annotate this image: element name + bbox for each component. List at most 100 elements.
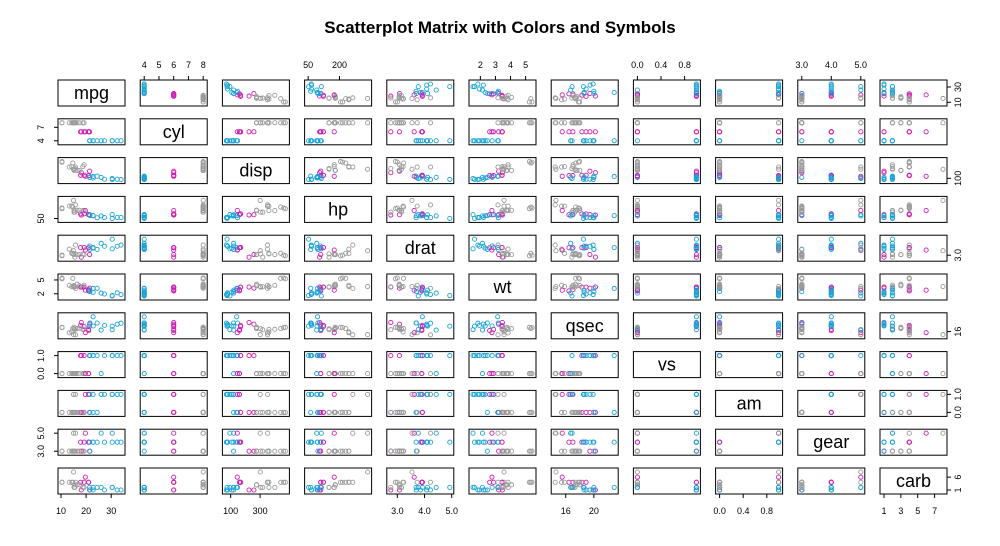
point-vs-wt-27 <box>470 353 476 359</box>
point-carb-wt-3 <box>496 487 502 493</box>
point-vs-carb-10 <box>906 353 912 359</box>
point-gear-wt-31 <box>489 439 495 445</box>
point-mpg-vs-27 <box>693 84 699 90</box>
point-drat-wt-30 <box>501 248 507 254</box>
point-carb-wt-30 <box>501 469 507 475</box>
point-vs-carb-29 <box>923 371 929 377</box>
point-am-gear-31 <box>828 391 834 397</box>
point-qsec-wt-11 <box>509 326 515 332</box>
point-disp-wt-23 <box>505 164 511 170</box>
point-qsec-mpg-12 <box>76 325 82 331</box>
point-hp-qsec-8 <box>611 213 617 219</box>
point-vs-disp-1 <box>236 371 243 377</box>
point-gear-carb-10 <box>906 439 912 445</box>
panel-wt-drat <box>386 273 455 301</box>
point-gear-qsec-19 <box>590 439 596 445</box>
point-cyl-hp-18 <box>306 138 312 144</box>
point-vs-carb-30 <box>940 371 946 377</box>
point-vs-wt-16 <box>528 371 534 377</box>
point-gear-cyl-27 <box>141 430 147 436</box>
point-disp-wt-27 <box>470 175 476 182</box>
point-hp-disp-15 <box>281 205 287 211</box>
point-mpg-hp-29 <box>331 92 337 98</box>
point-cyl-am-10 <box>717 129 723 135</box>
panel-drat-am <box>715 234 784 262</box>
point-hp-drat-31 <box>424 212 431 218</box>
point-mpg-carb-31 <box>889 91 895 97</box>
point-mpg-am-24 <box>717 92 723 98</box>
point-hp-cyl-22 <box>200 209 206 215</box>
point-hp-gear-20 <box>799 212 805 219</box>
point-am-vs-30 <box>634 391 640 397</box>
point-cyl-qsec-25 <box>583 138 589 144</box>
point-mpg-disp-28 <box>265 95 271 101</box>
point-vs-qsec-26 <box>568 371 574 377</box>
point-gear-mpg-29 <box>82 430 88 436</box>
point-vs-cyl-29 <box>171 371 177 377</box>
point-am-qsec-19 <box>590 391 596 397</box>
point-disp-carb-4 <box>889 164 895 170</box>
point-qsec-cyl-20 <box>141 320 147 326</box>
tick-label-right-carb-1: 1 <box>953 487 963 492</box>
point-mpg-drat-18 <box>447 84 453 90</box>
point-mpg-cyl-24 <box>200 92 206 98</box>
point-am-disp-16 <box>278 409 284 415</box>
point-wt-am-26 <box>776 290 782 296</box>
point-wt-drat-26 <box>433 290 439 296</box>
point-hp-disp-13 <box>253 207 260 213</box>
point-mpg-vs-29 <box>634 92 640 98</box>
point-drat-gear-31 <box>828 243 834 249</box>
tick-label-top-vs-0.0: 0.0 <box>631 60 644 70</box>
point-mpg-disp-8 <box>234 89 240 96</box>
point-wt-gear-26 <box>858 290 864 296</box>
point-qsec-disp-22 <box>258 326 264 332</box>
point-carb-vs-10 <box>693 479 699 485</box>
point-qsec-drat-20 <box>413 320 419 326</box>
point-carb-drat-21 <box>388 484 394 490</box>
point-wt-cyl-31 <box>141 287 147 293</box>
point-drat-disp-18 <box>224 236 230 242</box>
point-gear-cyl-31 <box>141 439 147 445</box>
point-disp-hp-16 <box>343 160 349 166</box>
point-cyl-hp-14 <box>337 120 344 126</box>
point-gear-vs-27 <box>693 430 699 436</box>
point-gear-wt-18 <box>471 439 478 445</box>
point-vs-carb-26 <box>889 371 895 377</box>
point-carb-qsec-27 <box>569 484 575 490</box>
point-drat-wt-3 <box>496 251 502 258</box>
point-carb-mpg-12 <box>76 482 82 488</box>
point-mpg-qsec-28 <box>552 95 558 101</box>
point-mpg-gear-24 <box>799 92 805 98</box>
point-mpg-qsec-8 <box>611 89 617 96</box>
point-mpg-drat-27 <box>415 84 421 90</box>
point-drat-mpg-15 <box>59 252 65 258</box>
tick-label-top-cyl-6: 6 <box>171 60 176 70</box>
point-am-cyl-30 <box>200 391 206 397</box>
point-wt-carb-27 <box>889 293 895 299</box>
point-disp-qsec-19 <box>590 177 596 183</box>
point-vs-drat-26 <box>433 371 439 377</box>
point-qsec-mpg-7 <box>94 320 100 326</box>
point-mpg-am-31 <box>776 91 782 97</box>
point-gear-hp-23 <box>346 448 352 454</box>
point-wt-qsec-18 <box>580 292 586 299</box>
point-am-drat-18 <box>447 391 453 397</box>
point-carb-mpg-19 <box>118 487 124 493</box>
point-mpg-vs-30 <box>634 95 640 102</box>
point-disp-mpg-23 <box>66 164 72 170</box>
point-drat-carb-26 <box>889 240 895 246</box>
point-qsec-carb-28 <box>906 332 912 338</box>
point-gear-carb-29 <box>923 430 929 436</box>
point-wt-disp-21 <box>260 284 266 290</box>
point-qsec-disp-10 <box>238 322 244 328</box>
point-gear-disp-25 <box>225 439 231 445</box>
tick-label-top-cyl-4: 4 <box>142 60 147 70</box>
point-mpg-vs-19 <box>693 81 699 87</box>
point-cyl-hp-5 <box>317 129 323 135</box>
panel-wt-gear <box>797 273 866 301</box>
var-label-mpg: mpg <box>74 83 109 103</box>
point-am-disp-1 <box>236 391 243 397</box>
point-vs-qsec-31 <box>581 353 587 359</box>
point-gear-cyl-5 <box>171 448 177 454</box>
point-qsec-mpg-29 <box>82 330 88 336</box>
